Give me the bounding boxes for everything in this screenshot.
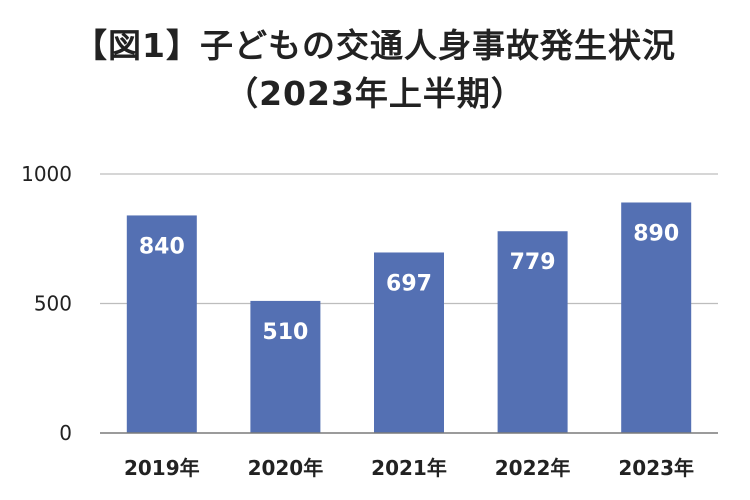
data-label: 840 [139,234,185,259]
x-tick-label: 2021年 [371,456,447,480]
y-tick-label: 1000 [21,162,72,186]
bar [250,300,321,433]
bar [497,231,568,433]
y-tick-label: 0 [59,421,72,445]
bar [621,202,692,433]
bar [126,215,197,433]
data-label: 779 [510,250,556,275]
bar [374,252,444,433]
chart-title-line-1: 【図1】子どもの交通人身事故発生状況 [74,26,676,65]
x-tick-label: 2022年 [495,456,571,480]
data-label: 697 [386,271,432,296]
y-tick-label: 500 [34,292,72,316]
x-tick-label: 2020年 [248,456,324,480]
x-tick-label: 2019年 [124,456,200,480]
data-label: 510 [262,320,308,345]
data-label: 890 [633,221,679,246]
chart-title-line-2: （2023年上半期） [225,74,525,113]
x-tick-label: 2023年 [618,456,694,480]
chart-title: 【図1】子どもの交通人身事故発生状況 （2023年上半期） [0,22,750,118]
